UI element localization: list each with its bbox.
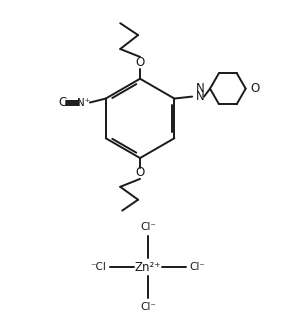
Text: Zn²⁺: Zn²⁺	[135, 261, 161, 274]
Text: Cl⁻: Cl⁻	[190, 262, 205, 272]
Text: N⁺: N⁺	[77, 97, 90, 108]
Text: O: O	[135, 166, 145, 179]
Text: Cl⁻: Cl⁻	[140, 222, 156, 233]
Text: N: N	[196, 82, 205, 95]
Text: N: N	[196, 90, 204, 103]
Text: O: O	[251, 82, 260, 95]
Text: O: O	[135, 56, 145, 69]
Text: Cl⁻: Cl⁻	[140, 302, 156, 312]
Text: ⁻Cl: ⁻Cl	[90, 262, 106, 272]
Text: C: C	[58, 96, 66, 109]
